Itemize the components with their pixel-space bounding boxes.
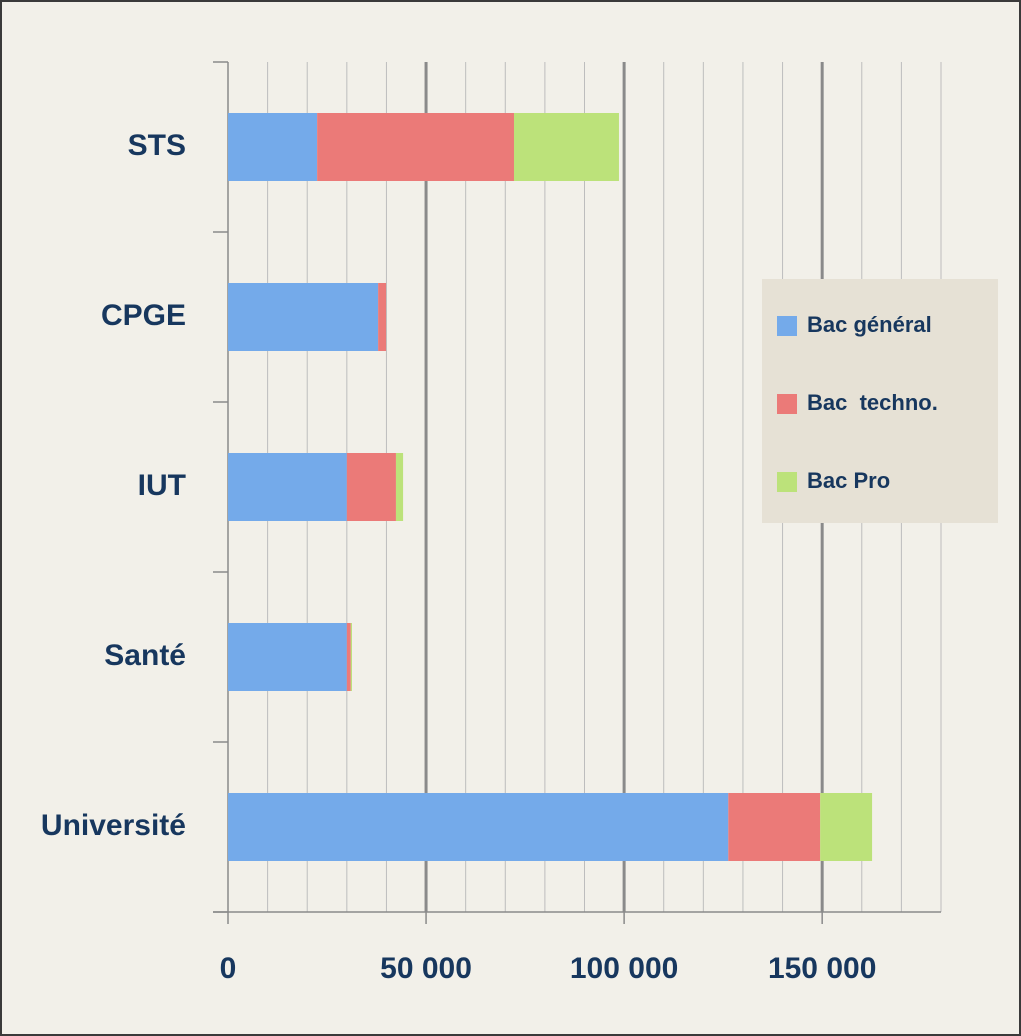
bar-segment (378, 283, 387, 351)
legend-box (762, 279, 998, 523)
y-tick-label: IUT (138, 469, 186, 502)
legend-swatch (777, 472, 797, 492)
bar-segment (228, 623, 347, 691)
y-tick-label: Santé (104, 639, 186, 672)
bar-segment (228, 793, 729, 861)
legend-swatch (777, 316, 797, 336)
legend-label: Bac techno. (807, 390, 938, 415)
bar-segment (820, 793, 873, 861)
bar-segment (513, 113, 619, 181)
y-tick-label: STS (128, 129, 186, 162)
legend-swatch (777, 394, 797, 414)
bar-segment (728, 793, 821, 861)
bar-segment (317, 113, 514, 181)
x-tick-label: 100 000 (570, 952, 678, 985)
bar-segment (350, 623, 352, 691)
bar-segment (228, 113, 318, 181)
bar-segment (395, 453, 404, 521)
x-tick-label: 0 (220, 952, 237, 985)
legend-label: Bac général (807, 312, 932, 337)
bar-segment (228, 283, 379, 351)
bar-segment (228, 453, 347, 521)
y-tick-label: CPGE (101, 299, 186, 332)
bar-segment (346, 453, 396, 521)
x-tick-label: 150 000 (768, 952, 876, 985)
y-tick-label: Université (41, 809, 186, 842)
x-tick-label: 50 000 (380, 952, 472, 985)
legend-label: Bac Pro (807, 468, 890, 493)
bar-segment (346, 623, 351, 691)
